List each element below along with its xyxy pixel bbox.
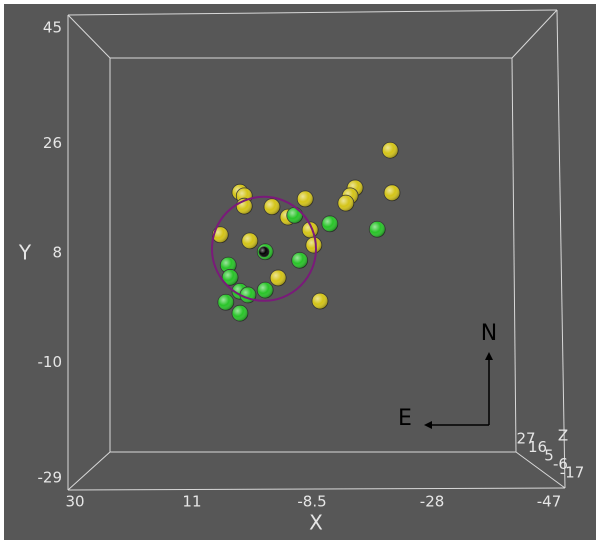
point-shine — [231, 305, 248, 322]
y-tick-label: 45 — [43, 19, 62, 37]
box-frame — [67, 9, 566, 491]
y-tick-label: -29 — [38, 469, 63, 487]
z-tick-label: 16 — [528, 438, 547, 456]
point-shine — [312, 293, 329, 310]
x-tick-label: -28 — [420, 493, 445, 511]
point-shine — [257, 282, 274, 299]
point-shine — [291, 252, 308, 269]
z-axis-label: Z — [558, 427, 568, 445]
highlight-ring — [210, 195, 317, 302]
point-shine — [337, 195, 354, 212]
x-tick-label: -47 — [537, 493, 562, 511]
point-shine — [263, 198, 280, 215]
point-shine — [258, 246, 269, 257]
point-shine — [217, 294, 234, 311]
z-tick-label: -17 — [560, 464, 585, 482]
point-shine — [222, 269, 239, 286]
point-shine — [212, 226, 229, 243]
point-shine — [369, 221, 386, 238]
point-shine — [305, 237, 322, 254]
compass: N E — [398, 321, 497, 431]
x-tick-label: -8.5 — [297, 493, 326, 511]
y-axis-label: Y — [18, 241, 32, 265]
point-shine — [384, 184, 401, 201]
y-tick-label: -10 — [38, 353, 63, 371]
east-label: E — [398, 406, 412, 431]
point-shine — [297, 190, 314, 207]
point-shine — [270, 269, 287, 286]
z-tick-label: 27 — [516, 430, 535, 448]
point-shine — [220, 257, 237, 274]
z-tick-label: -6 — [553, 455, 568, 473]
plot-background — [4, 4, 596, 540]
point-shine — [241, 232, 258, 249]
x-axis-label: X — [309, 511, 323, 535]
x-tick-label: 30 — [65, 493, 84, 511]
point-shine — [321, 215, 338, 232]
point-shine — [382, 142, 399, 159]
point-shine — [286, 207, 303, 224]
z-tick-label: 5 — [544, 447, 554, 465]
y-tick-label: 26 — [43, 134, 62, 152]
north-label: N — [481, 321, 497, 346]
y-tick-label: 8 — [52, 244, 62, 262]
x-tick-label: 11 — [182, 493, 201, 511]
